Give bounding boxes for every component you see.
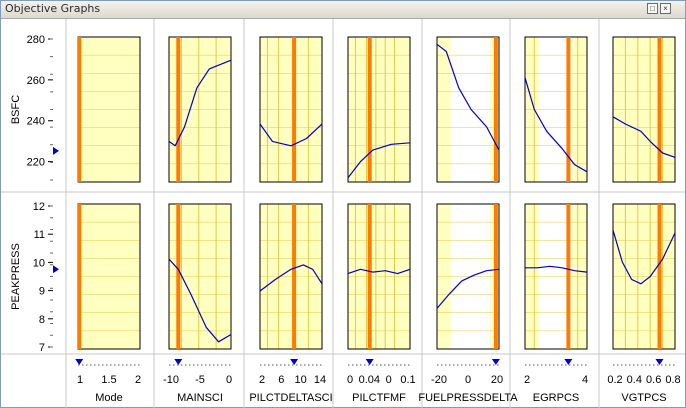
input-marker-line[interactable] (657, 37, 662, 182)
input-marker-line[interactable] (176, 37, 181, 182)
x-tick-label: 0.04 (359, 374, 380, 386)
x-tick-label: -5 (195, 374, 205, 386)
x-tick-label: 1 (77, 374, 83, 386)
y-tick-label: 7 (39, 342, 45, 354)
close-button[interactable]: × (660, 3, 671, 14)
objective-panel (259, 203, 323, 350)
response-curve (168, 59, 232, 147)
objective-panel (77, 203, 141, 350)
objective-panel (259, 36, 323, 183)
objective-panel (168, 203, 232, 350)
input-marker-line[interactable] (367, 204, 372, 349)
column-label: PILCTFMF (352, 392, 406, 404)
column-label: VGTPCS (621, 392, 666, 404)
input-marker-line[interactable] (657, 204, 662, 349)
x-tick-label: 2 (524, 374, 530, 386)
x-tick-label: 0.8 (665, 374, 680, 386)
column-label: FUELPRESSDELTA (418, 392, 518, 404)
input-slider-triangle[interactable] (365, 359, 374, 365)
x-tick-label: 0.6 (646, 374, 661, 386)
objective-panel (524, 36, 588, 183)
input-slider-triangle[interactable] (655, 359, 664, 365)
x-tick-label: 6 (278, 374, 284, 386)
input-marker-line[interactable] (493, 204, 498, 349)
input-slider-triangle[interactable] (491, 359, 500, 365)
input-slider-triangle[interactable] (75, 359, 84, 365)
column-label: Mode (95, 392, 123, 404)
y-tick-label: 10 (33, 257, 45, 269)
objective-panel (347, 36, 411, 183)
input-marker-line[interactable] (292, 204, 297, 349)
x-tick-label: 0 (465, 374, 471, 386)
x-tick-label: 4 (582, 374, 588, 386)
y-tick-label: 280 (27, 34, 45, 46)
input-marker-line[interactable] (77, 204, 82, 349)
input-marker-line[interactable] (176, 204, 181, 349)
y-tick-label: 240 (27, 116, 45, 128)
x-tick-label: 2 (259, 374, 265, 386)
response-curve (259, 264, 323, 292)
x-tick-label: 0.4 (627, 374, 642, 386)
response-curve (436, 43, 500, 151)
input-slider-triangle[interactable] (290, 359, 299, 365)
response-curve (168, 258, 232, 343)
y-tick-label: 8 (39, 314, 45, 326)
response-curve (259, 123, 323, 147)
input-marker-line[interactable] (566, 204, 571, 349)
undock-button[interactable]: □ (647, 3, 658, 14)
objective-panel (612, 36, 676, 183)
x-tick-label: 1.5 (101, 374, 116, 386)
response-curve (525, 265, 588, 273)
row-label: BSFC (10, 95, 22, 124)
row-level-triangle[interactable] (53, 265, 59, 274)
objective-panel (612, 203, 676, 350)
x-tick-label: -10 (163, 374, 179, 386)
x-tick-label: 0.2 (607, 374, 622, 386)
objective-panel (347, 203, 411, 350)
column-label: EGRPCS (533, 392, 579, 404)
x-tick-label: -20 (431, 374, 447, 386)
column-label: MAINSCI (177, 392, 223, 404)
row-level-triangle[interactable] (53, 146, 59, 155)
objective-panel (436, 203, 500, 350)
title-bar: Objective Graphs □ × (1, 1, 685, 19)
x-tick-label: 0 (226, 374, 232, 386)
input-marker-line[interactable] (566, 37, 571, 182)
response-curve (612, 116, 676, 158)
objective-panel (77, 36, 141, 183)
x-tick-label: 20 (491, 374, 503, 386)
input-marker-line[interactable] (367, 37, 372, 182)
input-slider-triangle[interactable] (174, 359, 183, 365)
objective-panel (524, 203, 588, 350)
x-tick-label: 2 (135, 374, 141, 386)
x-tick-label: 14 (314, 374, 326, 386)
y-tick-label: 9 (39, 286, 45, 298)
x-tick-label: 10 (295, 374, 307, 386)
x-tick-label: 0 (386, 374, 392, 386)
y-tick-label: 220 (27, 157, 45, 169)
x-tick-label: 0.1 (400, 374, 415, 386)
response-curve (347, 268, 411, 275)
column-label: PILCTDELTASCI (249, 392, 332, 404)
x-tick-label: 0 (347, 374, 353, 386)
window-title: Objective Graphs (5, 2, 101, 15)
objective-panel (436, 36, 500, 183)
row-label: PEAKPRESS (10, 243, 22, 310)
y-tick-label: 12 (33, 201, 45, 213)
response-curve (436, 268, 500, 309)
input-marker-line[interactable] (77, 37, 82, 182)
y-tick-label: 260 (27, 75, 45, 87)
objective-panel (168, 36, 232, 183)
y-tick-label: 11 (34, 229, 45, 241)
response-curve (612, 229, 676, 285)
response-curve (524, 77, 588, 173)
input-slider-triangle[interactable] (564, 359, 573, 365)
input-marker-line[interactable] (292, 37, 297, 182)
response-curve (347, 142, 411, 179)
input-marker-line[interactable] (493, 37, 498, 182)
